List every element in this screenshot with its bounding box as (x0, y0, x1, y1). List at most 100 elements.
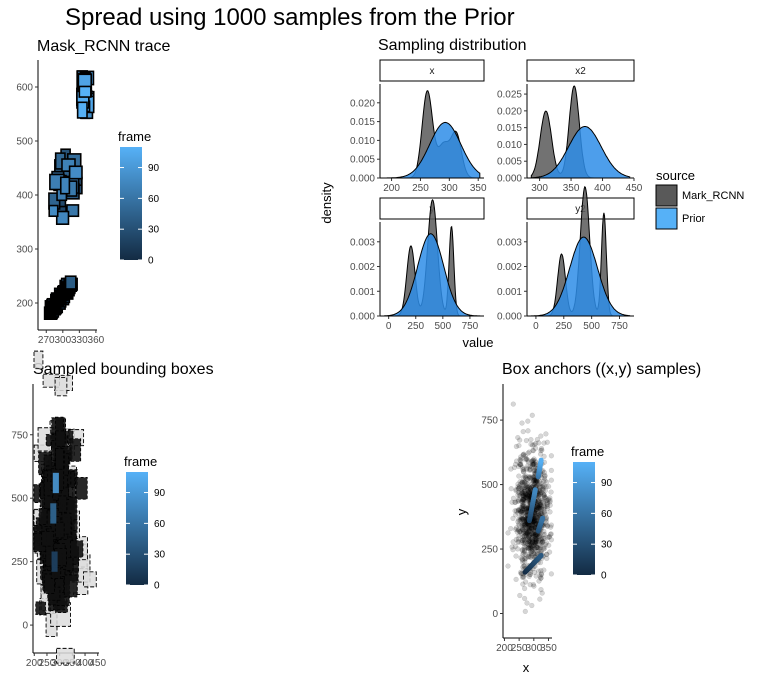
anchor-point (530, 447, 536, 454)
anchor-point (537, 559, 544, 566)
anchor-point (533, 538, 539, 544)
anchor-point (521, 479, 527, 485)
anchor-point (513, 526, 519, 533)
anchor-point (518, 531, 525, 537)
anchor-point (523, 491, 529, 497)
legend-frame-4: frame 0 30 60 90 (571, 444, 613, 582)
anchor-point (530, 459, 536, 466)
anchor-point (530, 461, 536, 468)
anchor-point (544, 555, 550, 562)
anchor-point (527, 523, 533, 529)
anchor-point (529, 523, 535, 529)
sampled-box (41, 530, 55, 547)
anchor-point (521, 548, 528, 555)
anchor-point (532, 445, 539, 451)
box-anchors-x-tick-label: 200 (496, 643, 513, 654)
legend-title-source: source (656, 168, 695, 183)
anchor-point (519, 420, 525, 426)
anchor-point (541, 440, 547, 446)
anchor-point (537, 488, 543, 494)
anchor-point (525, 551, 532, 557)
legend-frame-3-tick-label: 0 (154, 581, 160, 592)
anchor-point (528, 541, 535, 547)
anchor-point (543, 519, 550, 525)
trace-box (68, 165, 83, 180)
anchor-point (528, 525, 535, 531)
anchor-point (521, 506, 527, 512)
anchor-point (532, 536, 538, 542)
trace-segment (537, 552, 544, 560)
mask-rcnn-y-tick-label: 400 (16, 191, 33, 202)
anchor-point (525, 490, 531, 496)
anchor-point (536, 545, 542, 551)
anchor-point (516, 522, 523, 528)
anchor-point (547, 509, 553, 515)
anchor-point (522, 484, 528, 490)
anchor-point (537, 542, 543, 549)
anchor-point (534, 515, 541, 521)
anchor-point (531, 533, 537, 539)
anchor-point (515, 517, 522, 523)
anchor-point (529, 521, 535, 528)
anchor-point (536, 502, 543, 508)
anchor-point (536, 505, 542, 511)
anchor-point (548, 522, 555, 528)
legend-frame-1-colorbar (120, 147, 142, 260)
anchor-point (533, 512, 540, 519)
anchor-point (547, 495, 553, 501)
anchor-point (533, 537, 539, 543)
anchor-point (533, 548, 539, 554)
facet-x2-y-tick-label: 0.000 (497, 174, 522, 185)
anchor-point (515, 519, 521, 525)
anchor-point (520, 551, 526, 558)
anchor-point (533, 440, 539, 447)
anchor-point (530, 522, 536, 529)
sampled-boxes-y-tick-label: 500 (11, 494, 28, 505)
mask-rcnn-x-tick-label: 330 (71, 335, 88, 346)
anchor-point (546, 534, 552, 540)
anchor-point (532, 479, 539, 485)
anchor-point (521, 521, 527, 527)
anchor-point (529, 537, 536, 544)
facet-y-x-tick-label: 500 (434, 321, 451, 332)
sampled-box (35, 601, 46, 615)
anchor-point (532, 540, 538, 546)
anchor-point (531, 583, 537, 589)
anchor-point (518, 555, 524, 561)
anchor-point (516, 473, 522, 479)
anchor-point (523, 494, 529, 500)
anchor-point (519, 537, 525, 544)
facet-y2: y2 0.000 0.001 0.002 0.003 0 250 500 750 (497, 185, 635, 332)
anchor-point (517, 528, 524, 534)
anchor-point (536, 506, 542, 512)
anchor-point (519, 515, 526, 522)
legend-frame-4-tick-label: 30 (601, 540, 613, 551)
trace-box (76, 101, 88, 119)
anchor-point (534, 514, 540, 521)
anchor-point (537, 544, 543, 551)
anchor-point (520, 573, 526, 580)
anchor-point (533, 510, 539, 516)
anchor-point (520, 483, 526, 489)
anchor-point (528, 458, 535, 465)
box-anchors-y-tick-label: 500 (481, 480, 498, 491)
anchor-point (527, 466, 533, 472)
anchor-point (536, 546, 543, 552)
anchor-point (521, 546, 528, 552)
anchor-point (522, 504, 528, 510)
sampled-box (63, 574, 78, 598)
anchor-point (518, 456, 524, 462)
anchor-point (528, 525, 535, 532)
anchor-point (532, 533, 538, 539)
anchor-point (510, 547, 516, 553)
anchor-point (539, 498, 545, 504)
anchor-point (529, 526, 535, 532)
anchor-point (520, 524, 526, 530)
anchor-point (531, 543, 537, 549)
facet-x-y-tick-label: 0.010 (350, 136, 375, 147)
anchor-point (539, 539, 545, 546)
anchor-point (520, 534, 526, 540)
anchor-point (534, 533, 540, 539)
